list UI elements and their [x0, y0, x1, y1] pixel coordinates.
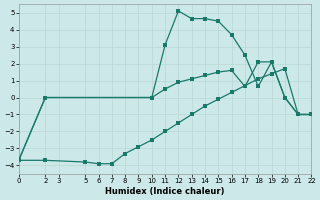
- X-axis label: Humidex (Indice chaleur): Humidex (Indice chaleur): [105, 187, 225, 196]
